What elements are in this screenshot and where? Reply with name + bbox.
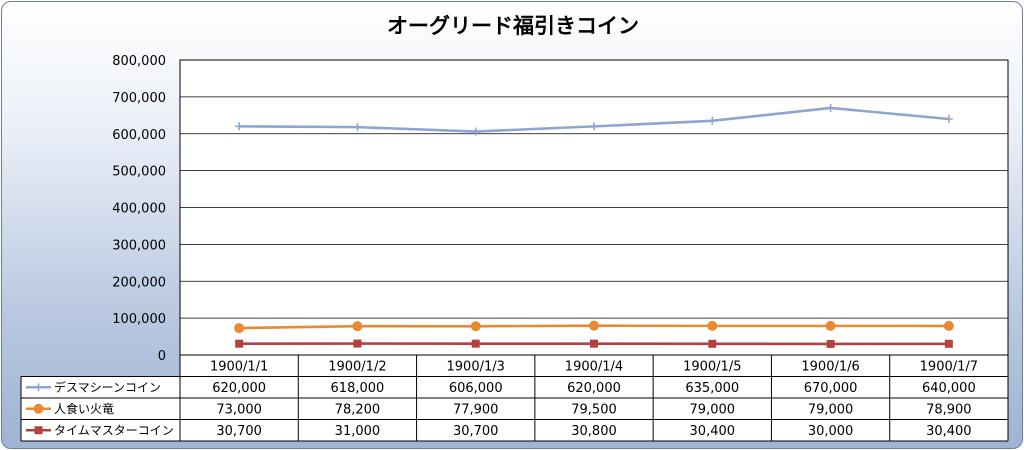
series-name: デスマシーンコイン (54, 380, 161, 395)
data-point-plus (471, 127, 480, 136)
data-point-plus (235, 122, 244, 131)
data-cell: 618,000 (331, 381, 385, 396)
table-header-bg (180, 355, 1008, 377)
data-point-plus (34, 383, 43, 392)
data-cell: 73,000 (216, 403, 262, 418)
y-tick-label: 200,000 (112, 275, 166, 290)
data-point-circle (470, 321, 481, 332)
y-tick-label: 800,000 (112, 54, 166, 69)
data-point-square (471, 339, 480, 348)
data-point-circle (707, 320, 718, 331)
category-label: 1900/1/2 (328, 360, 386, 375)
data-cell: 30,400 (926, 424, 972, 439)
data-cell: 78,900 (926, 403, 972, 418)
data-cell: 31,000 (335, 424, 381, 439)
data-point-circle (943, 320, 954, 331)
data-cell: 30,800 (571, 424, 617, 439)
y-tick-label: 300,000 (112, 238, 166, 253)
data-point-plus (708, 116, 717, 125)
category-label: 1900/1/5 (683, 360, 741, 375)
table-body-bg (21, 376, 1008, 441)
data-cell: 606,000 (449, 381, 503, 396)
data-point-square (826, 339, 835, 348)
chart-title: オーグリード福引きコイン (387, 14, 639, 38)
data-cell: 79,500 (571, 403, 617, 418)
data-cell: 30,700 (453, 424, 499, 439)
data-cell: 79,000 (808, 403, 854, 418)
series-name: 人食い火竜 (54, 401, 114, 416)
data-point-square (590, 339, 598, 348)
data-cell: 640,000 (922, 381, 976, 396)
data-point-circle (33, 403, 44, 414)
data-point-plus (944, 115, 953, 123)
y-tick-label: 0 (158, 349, 166, 364)
data-point-plus (353, 123, 362, 132)
series-name: タイムマスターコイン (54, 424, 174, 438)
data-cell: 78,200 (335, 403, 381, 418)
data-cell: 79,000 (690, 403, 736, 418)
data-point-square (708, 339, 717, 348)
series-2 (234, 320, 954, 334)
category-label: 1900/1/1 (210, 360, 268, 375)
data-point-plus (590, 122, 598, 131)
series-3 (235, 339, 953, 348)
y-tick-label: 400,000 (112, 202, 166, 217)
data-point-square (34, 426, 43, 435)
data-point-circle (352, 321, 363, 332)
data-cell: 30,000 (808, 424, 854, 439)
category-label: 1900/1/6 (801, 360, 859, 375)
data-point-square (353, 339, 362, 348)
data-cell: 635,000 (685, 381, 739, 396)
data-cell: 620,000 (212, 381, 266, 396)
category-label: 1900/1/7 (920, 360, 978, 375)
data-cell: 77,900 (453, 403, 499, 418)
series-1 (235, 103, 953, 136)
y-tick-label: 600,000 (112, 128, 166, 143)
category-label: 1900/1/4 (565, 360, 623, 375)
y-tick-label: 100,000 (112, 312, 166, 327)
y-tick-label: 700,000 (112, 91, 166, 106)
y-tick-label: 500,000 (112, 165, 166, 180)
data-point-square (944, 339, 953, 348)
data-point-circle (589, 320, 599, 331)
data-cell: 30,700 (216, 424, 262, 439)
data-point-plus (826, 103, 835, 112)
data-cell: 30,400 (690, 424, 736, 439)
data-point-circle (825, 320, 836, 331)
data-point-square (235, 339, 244, 348)
data-cell: 620,000 (567, 381, 621, 396)
data-cell: 670,000 (804, 381, 858, 396)
category-label: 1900/1/3 (447, 360, 505, 375)
data-point-circle (234, 323, 245, 334)
